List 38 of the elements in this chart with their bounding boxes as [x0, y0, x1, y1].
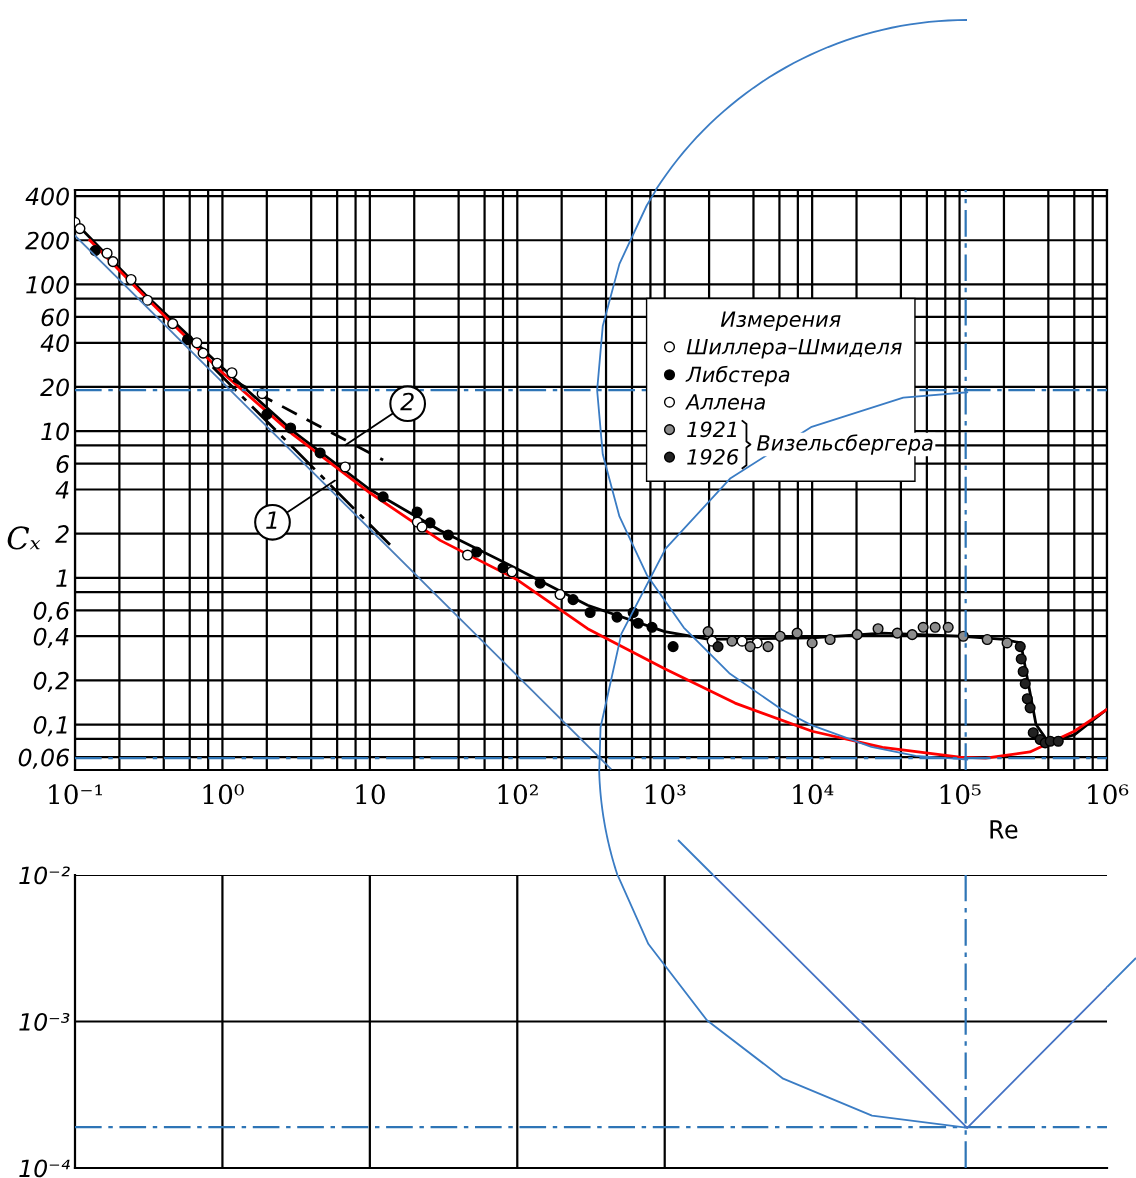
x-tick-label: 10⁶	[1088, 784, 1129, 805]
legend-label: 1926	[687, 448, 739, 465]
y-tick-label: 0,06	[18, 748, 70, 769]
y-tick-label: 10⁻⁴	[19, 1159, 70, 1178]
y-tick-label: 2	[55, 525, 69, 543]
y-tick-label: 1	[56, 569, 67, 587]
y-tick-label: 60	[41, 308, 69, 327]
x-tick-label: 10²	[498, 784, 538, 805]
legend-label: Шиллера–Шмиделя	[686, 339, 902, 359]
y-tick-label: 10⁻³	[19, 1012, 70, 1031]
x-tick-label: 10⁰	[203, 784, 244, 805]
y-tick-label: 0,4	[33, 627, 69, 648]
y-axis-title: Cₓ	[7, 526, 41, 550]
annotation: 2	[400, 392, 414, 411]
y-tick-label: 200	[25, 231, 69, 250]
legend-label: 1921	[687, 421, 737, 438]
y-tick-label: 20	[40, 378, 69, 397]
y-tick-label: 10	[41, 422, 69, 441]
y-tick-label: 4	[55, 481, 69, 499]
y-tick-label: 10⁻²	[19, 866, 70, 885]
y-tick-label: 0,2	[33, 671, 69, 693]
y-tick-label: 40	[40, 334, 69, 353]
x-tick-label: 10⁴	[793, 784, 834, 805]
x-tick-label: 10⁵	[940, 784, 981, 805]
legend-label: Аллена	[685, 394, 765, 410]
legend-label: Либстера	[685, 365, 790, 387]
x-tick-label: 10	[356, 784, 385, 805]
x-axis-title: Re	[990, 820, 1018, 839]
y-tick-label: 100	[26, 275, 69, 294]
y-tick-label: 0,1	[33, 715, 67, 737]
y-tick-label: 6	[56, 455, 70, 473]
legend-title: Измерения	[720, 311, 841, 332]
y-tick-label: 400	[25, 187, 69, 206]
y-tick-label: 0,6	[33, 601, 70, 623]
x-tick-label: 10³	[645, 784, 686, 805]
x-tick-label: 10⁻¹	[49, 784, 102, 805]
annotation: 1	[266, 511, 277, 529]
annotation: Визельсбергера	[757, 434, 933, 455]
